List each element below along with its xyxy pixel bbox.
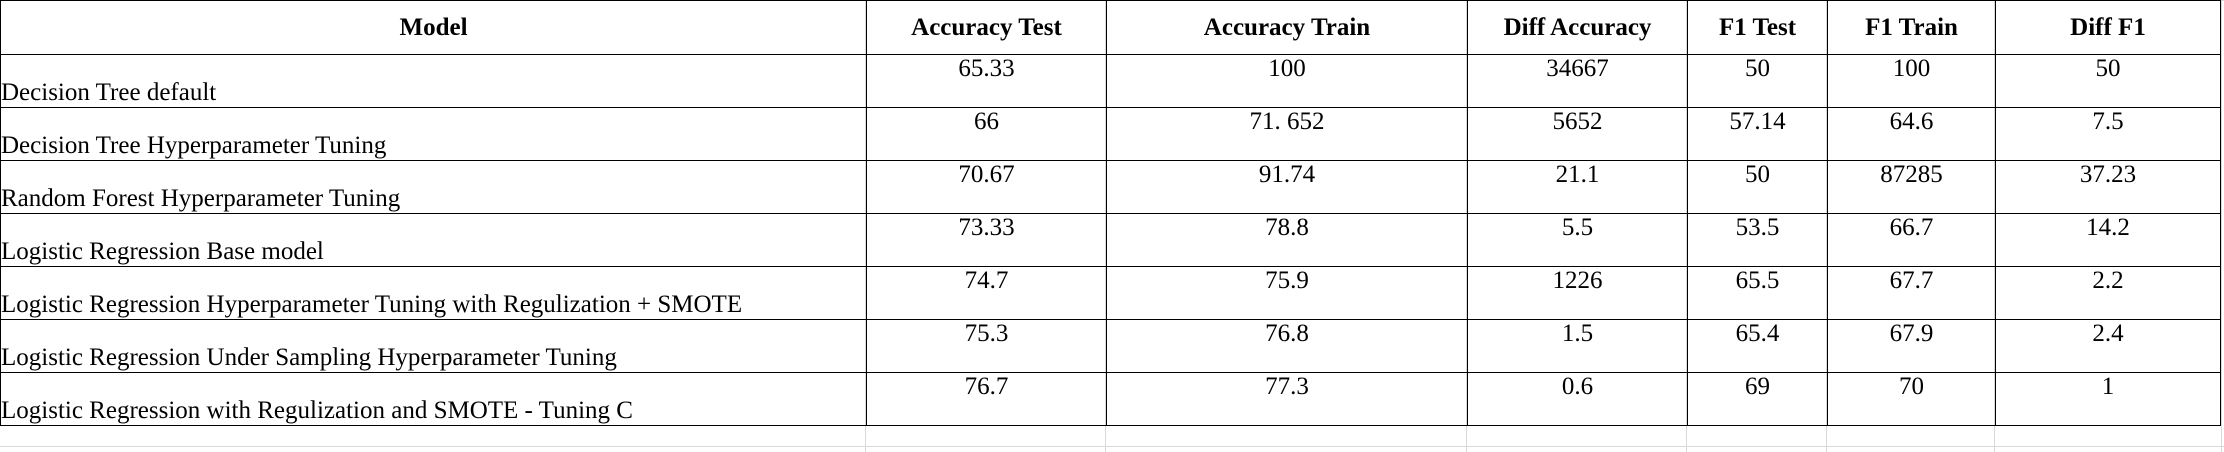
- f1-test-cell[interactable]: 69: [1687, 372, 1828, 426]
- header-f1-test[interactable]: F1 Test: [1687, 0, 1828, 55]
- accuracy-train-cell[interactable]: 71. 652: [1106, 107, 1468, 161]
- model-cell[interactable]: Logistic Regression Hyperparameter Tunin…: [0, 266, 867, 320]
- header-diff-accuracy[interactable]: Diff Accuracy: [1467, 0, 1688, 55]
- model-cell[interactable]: Logistic Regression Under Sampling Hyper…: [0, 319, 867, 373]
- diff-accuracy-cell[interactable]: 1226: [1467, 266, 1688, 320]
- f1-test-cell[interactable]: 65.4: [1687, 319, 1828, 373]
- diff-accuracy-cell[interactable]: 5652: [1467, 107, 1688, 161]
- accuracy-test-cell[interactable]: 73.33: [866, 213, 1107, 267]
- table-row: Logistic Regression Base model 73.33 78.…: [0, 213, 2221, 267]
- accuracy-train-cell[interactable]: 75.9: [1106, 266, 1468, 320]
- accuracy-train-cell[interactable]: 76.8: [1106, 319, 1468, 373]
- accuracy-test-cell[interactable]: 65.33: [866, 54, 1107, 108]
- diff-accuracy-cell[interactable]: 0.6: [1467, 372, 1688, 426]
- accuracy-train-cell[interactable]: 77.3: [1106, 372, 1468, 426]
- model-cell[interactable]: Decision Tree default: [0, 54, 867, 108]
- f1-train-cell[interactable]: 67.9: [1827, 319, 1996, 373]
- header-row: Model Accuracy Test Accuracy Train Diff …: [0, 0, 2221, 55]
- diff-accuracy-cell[interactable]: 34667: [1467, 54, 1688, 108]
- accuracy-test-cell[interactable]: 76.7: [866, 372, 1107, 426]
- table-row: Random Forest Hyperparameter Tuning 70.6…: [0, 160, 2221, 214]
- table-row: Logistic Regression with Regulization an…: [0, 372, 2221, 426]
- table-row: Logistic Regression Hyperparameter Tunin…: [0, 266, 2221, 320]
- header-diff-f1[interactable]: Diff F1: [1995, 0, 2221, 55]
- diff-f1-cell[interactable]: 7.5: [1995, 107, 2221, 161]
- diff-accuracy-cell[interactable]: 21.1: [1467, 160, 1688, 214]
- model-cell[interactable]: Logistic Regression Base model: [0, 213, 867, 267]
- diff-f1-cell[interactable]: 14.2: [1995, 213, 2221, 267]
- table-row: Logistic Regression Under Sampling Hyper…: [0, 319, 2221, 373]
- accuracy-train-cell[interactable]: 100: [1106, 54, 1468, 108]
- diff-f1-cell[interactable]: 2.4: [1995, 319, 2221, 373]
- f1-test-cell[interactable]: 57.14: [1687, 107, 1828, 161]
- model-cell[interactable]: Decision Tree Hyperparameter Tuning: [0, 107, 867, 161]
- model-cell[interactable]: Logistic Regression with Regulization an…: [0, 372, 867, 426]
- diff-f1-cell[interactable]: 1: [1995, 372, 2221, 426]
- f1-test-cell[interactable]: 53.5: [1687, 213, 1828, 267]
- header-f1-train[interactable]: F1 Train: [1827, 0, 1996, 55]
- f1-train-cell[interactable]: 70: [1827, 372, 1996, 426]
- f1-test-cell[interactable]: 50: [1687, 160, 1828, 214]
- header-model[interactable]: Model: [0, 0, 867, 55]
- table-row: Decision Tree Hyperparameter Tuning 66 7…: [0, 107, 2221, 161]
- diff-accuracy-cell[interactable]: 1.5: [1467, 319, 1688, 373]
- header-accuracy-test[interactable]: Accuracy Test: [866, 0, 1107, 55]
- accuracy-train-cell[interactable]: 91.74: [1106, 160, 1468, 214]
- diff-f1-cell[interactable]: 50: [1995, 54, 2221, 108]
- f1-test-cell[interactable]: 50: [1687, 54, 1828, 108]
- model-cell[interactable]: Random Forest Hyperparameter Tuning: [0, 160, 867, 214]
- diff-f1-cell[interactable]: 37.23: [1995, 160, 2221, 214]
- f1-train-cell[interactable]: 66.7: [1827, 213, 1996, 267]
- f1-train-cell[interactable]: 87285: [1827, 160, 1996, 214]
- f1-train-cell[interactable]: 100: [1827, 54, 1996, 108]
- accuracy-test-cell[interactable]: 74.7: [866, 266, 1107, 320]
- header-accuracy-train[interactable]: Accuracy Train: [1106, 0, 1468, 55]
- diff-f1-cell[interactable]: 2.2: [1995, 266, 2221, 320]
- accuracy-test-cell[interactable]: 66: [866, 107, 1107, 161]
- f1-test-cell[interactable]: 65.5: [1687, 266, 1828, 320]
- accuracy-test-cell[interactable]: 75.3: [866, 319, 1107, 373]
- results-table: Model Accuracy Test Accuracy Train Diff …: [0, 0, 2221, 426]
- accuracy-train-cell[interactable]: 78.8: [1106, 213, 1468, 267]
- f1-train-cell[interactable]: 67.7: [1827, 266, 1996, 320]
- diff-accuracy-cell[interactable]: 5.5: [1467, 213, 1688, 267]
- accuracy-test-cell[interactable]: 70.67: [866, 160, 1107, 214]
- table-row: Decision Tree default 65.33 100 34667 50…: [0, 54, 2221, 108]
- f1-train-cell[interactable]: 64.6: [1827, 107, 1996, 161]
